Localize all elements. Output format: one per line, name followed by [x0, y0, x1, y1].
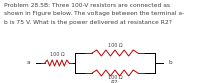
Text: b: b [168, 61, 172, 65]
Text: 100 Ω: 100 Ω [108, 75, 122, 80]
Text: a: a [26, 61, 30, 65]
Text: 100 Ω: 100 Ω [108, 43, 122, 48]
Text: shown in Figure below. The voltage between the terminal a-: shown in Figure below. The voltage betwe… [4, 12, 184, 17]
Text: 100 Ω: 100 Ω [50, 52, 64, 57]
Text: R2: R2 [111, 80, 119, 83]
Text: b is 75 V. What is the power delivered at resistance R2?: b is 75 V. What is the power delivered a… [4, 20, 172, 25]
Text: Problem 28.5B: Three 100-V resistors are connected as: Problem 28.5B: Three 100-V resistors are… [4, 3, 170, 8]
